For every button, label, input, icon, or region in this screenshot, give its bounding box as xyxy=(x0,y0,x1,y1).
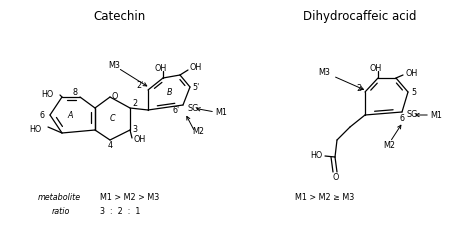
Text: OH: OH xyxy=(190,63,202,72)
Text: 2: 2 xyxy=(357,83,362,92)
Text: C: C xyxy=(109,114,115,123)
Text: Catechin: Catechin xyxy=(94,10,146,23)
Text: ratio: ratio xyxy=(52,208,70,217)
Text: 6: 6 xyxy=(400,114,405,123)
Text: 2': 2' xyxy=(137,81,144,90)
Text: 3  :  2  :  1: 3 : 2 : 1 xyxy=(100,208,140,217)
Text: 5': 5' xyxy=(192,82,199,91)
Text: M1 > M2 ≥ M3: M1 > M2 ≥ M3 xyxy=(295,192,354,201)
Text: SG: SG xyxy=(188,104,200,113)
Text: HO: HO xyxy=(30,126,42,135)
Text: 6': 6' xyxy=(173,105,180,114)
Text: 4: 4 xyxy=(108,141,112,150)
Text: 6: 6 xyxy=(40,110,45,119)
Text: 3: 3 xyxy=(132,126,137,135)
Text: M2: M2 xyxy=(383,141,395,150)
Text: M1: M1 xyxy=(430,110,442,119)
Text: O: O xyxy=(112,91,118,100)
Text: OH: OH xyxy=(406,68,418,77)
Text: metabolite: metabolite xyxy=(38,192,81,201)
Text: OH: OH xyxy=(155,64,167,73)
Text: 8: 8 xyxy=(73,87,78,96)
Text: 5: 5 xyxy=(411,87,416,96)
Text: HO: HO xyxy=(42,90,54,99)
Text: M2: M2 xyxy=(192,128,204,137)
Text: A: A xyxy=(67,110,73,119)
Text: Dihydrocaffeic acid: Dihydrocaffeic acid xyxy=(303,10,417,23)
Text: M1 > M2 > M3: M1 > M2 > M3 xyxy=(100,192,159,201)
Text: OH: OH xyxy=(370,64,382,73)
Text: M3: M3 xyxy=(108,60,120,69)
Text: B: B xyxy=(167,87,173,96)
Text: M1: M1 xyxy=(215,108,227,117)
Text: HO: HO xyxy=(311,150,323,160)
Text: SG: SG xyxy=(407,109,419,118)
Text: O: O xyxy=(333,173,339,182)
Text: M3: M3 xyxy=(318,68,330,77)
Text: 2: 2 xyxy=(132,99,137,108)
Text: OH: OH xyxy=(134,136,146,145)
